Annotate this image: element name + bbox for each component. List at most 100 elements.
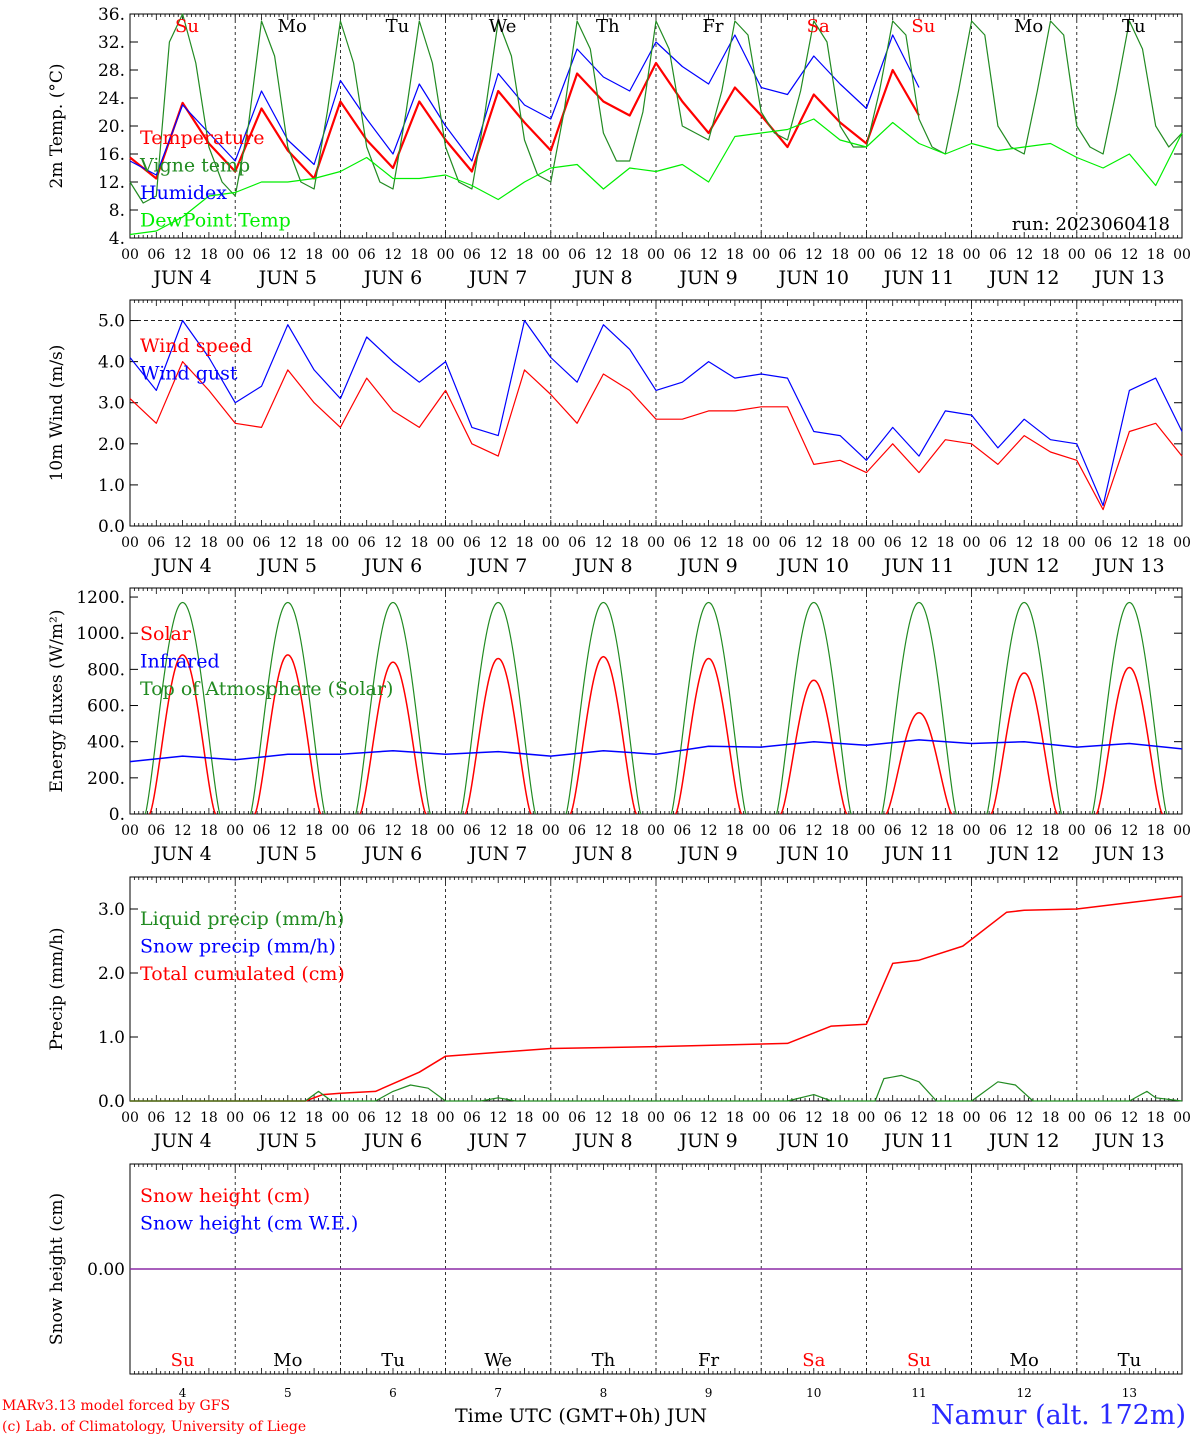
toa-solar-line	[565, 601, 642, 815]
legend-entry: DewPoint Temp	[140, 210, 291, 232]
day-label: JUN 7	[467, 843, 527, 865]
hour-tick-label: 06	[989, 535, 1007, 551]
hour-tick-label: 06	[568, 535, 586, 551]
y-tick-label: 2.0	[98, 964, 125, 984]
hour-tick-label: 12	[594, 1110, 612, 1126]
hour-tick-label: 00	[752, 535, 770, 551]
weekday-label: Fr	[702, 16, 723, 37]
hour-tick-label: 00	[857, 823, 875, 839]
solar-line	[885, 711, 953, 815]
hour-tick-label: 12	[279, 247, 297, 263]
toa-solar-line	[249, 601, 326, 815]
solar-line	[464, 657, 532, 815]
hour-tick-label: 12	[1120, 535, 1138, 551]
solar-line	[569, 655, 637, 815]
credit-lab: (c) Lab. of Climatology, University of L…	[2, 1419, 307, 1435]
weekday-label: We	[489, 16, 517, 37]
hour-tick-label: 00	[226, 823, 244, 839]
day-label: JUN 8	[572, 555, 632, 577]
hour-tick-label: 12	[700, 1110, 718, 1126]
solar-line	[359, 661, 427, 815]
y-tick-label: 12.	[98, 173, 125, 193]
weekday-label: Sa	[807, 16, 830, 37]
hour-tick-label: 06	[358, 1110, 376, 1126]
hour-tick-label: 00	[752, 1110, 770, 1126]
hour-tick-label: 00	[1173, 823, 1191, 839]
station-name: Namur (alt. 172m)	[930, 1400, 1186, 1431]
weekday-label: Th	[592, 1350, 616, 1371]
solar-line	[780, 679, 848, 815]
day-label: JUN 13	[1092, 267, 1164, 289]
hour-tick-label: 18	[936, 535, 954, 551]
hour-tick-label: 12	[594, 535, 612, 551]
hour-tick-label: 12	[1120, 247, 1138, 263]
hour-tick-label: 00	[331, 247, 349, 263]
hour-tick-label: 06	[884, 823, 902, 839]
hour-tick-label: 00	[542, 1110, 560, 1126]
hour-tick-label: 12	[384, 1110, 402, 1126]
weekday-label: Su	[907, 1350, 931, 1371]
day-label: JUN 4	[151, 843, 211, 865]
hour-tick-label: 00	[437, 823, 455, 839]
hour-tick-label: 00	[226, 1110, 244, 1126]
legend-entry: Vigne temp	[139, 155, 250, 177]
time-ticks-snow	[129, 1164, 1183, 1374]
weekday-label: Th	[596, 16, 620, 37]
hour-tick-label: 18	[516, 1110, 534, 1126]
y-tick-label: 400.	[87, 733, 125, 753]
hour-tick-label: 00	[647, 823, 665, 839]
hour-tick-label: 00	[1173, 535, 1191, 551]
hour-tick-label: 06	[147, 247, 165, 263]
hour-tick-label: 12	[174, 535, 192, 551]
hour-tick-label: 12	[489, 535, 507, 551]
hour-tick-label: 06	[253, 535, 271, 551]
hour-tick-label: 00	[226, 535, 244, 551]
hour-tick-label: 12	[910, 823, 928, 839]
legend-entry: Liquid precip (mm/h)	[140, 908, 344, 930]
weekday-label: Mo	[1014, 16, 1043, 37]
series-line-total-cumulated	[130, 895, 1183, 1102]
day-label: JUN 4	[151, 555, 211, 577]
hour-tick-label: 18	[200, 247, 218, 263]
hour-tick-label: 18	[1147, 823, 1165, 839]
hour-tick-label: 06	[568, 247, 586, 263]
day-number-label: 10	[806, 1386, 821, 1400]
hour-tick-label: 06	[358, 535, 376, 551]
hour-tick-label: 12	[489, 1110, 507, 1126]
hour-tick-label: 00	[1068, 247, 1086, 263]
legend-entry: Wind gust	[140, 363, 238, 385]
hour-tick-label: 06	[989, 1110, 1007, 1126]
day-number-label: 11	[911, 1386, 926, 1400]
y-tick-label: 1200.	[76, 588, 125, 608]
weekday-label: Tu	[1118, 1350, 1142, 1371]
day-label: JUN 11	[882, 1130, 954, 1152]
hour-tick-label: 18	[305, 1110, 323, 1126]
hour-tick-label: 18	[1147, 247, 1165, 263]
hour-tick-label: 12	[910, 247, 928, 263]
day-label: JUN 13	[1092, 1130, 1164, 1152]
series-line-dewpoint-temp	[129, 118, 1183, 236]
hour-tick-label: 18	[621, 1110, 639, 1126]
hour-tick-label: 12	[910, 1110, 928, 1126]
day-label: JUN 9	[677, 1130, 737, 1152]
hour-tick-label: 18	[831, 823, 849, 839]
hour-tick-label: 18	[1042, 823, 1060, 839]
hour-tick-label: 18	[621, 823, 639, 839]
day-label: JUN 5	[257, 267, 317, 289]
hour-tick-label: 06	[673, 1110, 691, 1126]
hour-tick-label: 00	[857, 1110, 875, 1126]
legend-entry: Temperature	[140, 127, 264, 149]
hour-tick-label: 06	[884, 1110, 902, 1126]
day-number-label: 9	[705, 1386, 713, 1400]
y-tick-label: 28.	[98, 61, 125, 81]
y-tick-label: 36.	[98, 5, 125, 25]
day-label: JUN 13	[1092, 555, 1164, 577]
y-axis-label: Energy fluxes (W/m²)	[47, 610, 67, 793]
hour-tick-label: 12	[1015, 1110, 1033, 1126]
time-ticks-wind	[129, 300, 1183, 526]
hour-tick-label: 00	[437, 535, 455, 551]
hour-tick-label: 06	[147, 535, 165, 551]
solar-line	[675, 657, 743, 815]
weekday-label: Sa	[802, 1350, 825, 1371]
y-axis-label: 10m Wind (m/s)	[47, 345, 67, 482]
